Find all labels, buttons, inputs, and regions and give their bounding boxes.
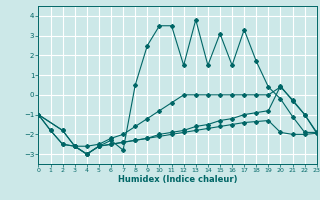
X-axis label: Humidex (Indice chaleur): Humidex (Indice chaleur) — [118, 175, 237, 184]
